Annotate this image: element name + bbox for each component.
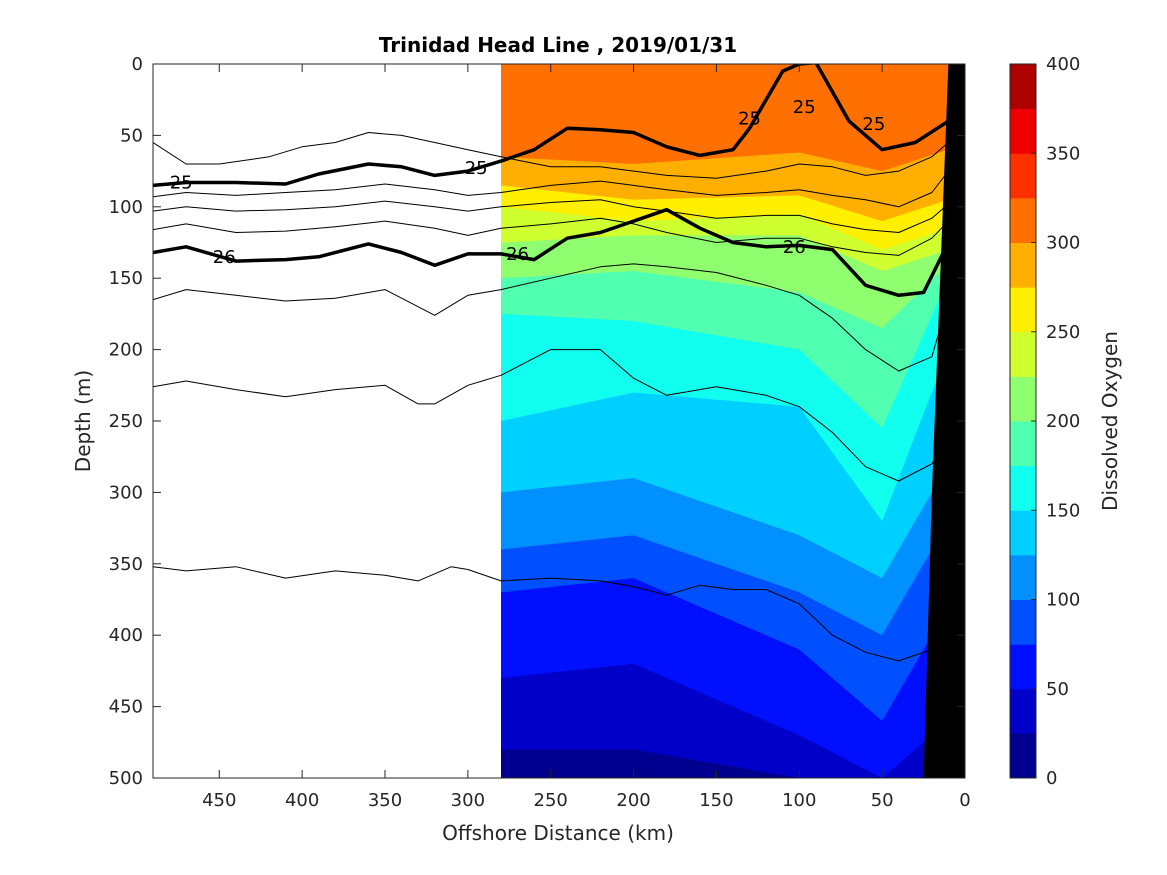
colorbar-segment: [1010, 421, 1036, 467]
x-tick-label: 350: [368, 790, 402, 811]
contour-label: 25: [862, 114, 885, 135]
y-axis-label: Depth (m): [71, 370, 95, 472]
y-tick-label: 300: [109, 482, 143, 503]
y-tick-label: 450: [109, 697, 143, 718]
seafloor: [923, 64, 965, 778]
plot-area: 25 25 25 25 25 26 26 26: [152, 63, 966, 779]
x-tick-label: 50: [871, 790, 894, 811]
colorbar-tick-label: 300: [1046, 233, 1080, 254]
y-tick-label: 100: [109, 197, 143, 218]
colorbar-segment: [1010, 331, 1036, 377]
colorbar-segment: [1010, 644, 1036, 690]
colorbar-segment: [1010, 153, 1036, 199]
contour-label: 25: [793, 97, 816, 118]
colorbar-segment: [1010, 733, 1036, 779]
density-contour: [153, 170, 949, 208]
colorbar-segment: [1010, 376, 1036, 422]
y-tick-label: 200: [109, 340, 143, 361]
colorbar-segment: [1010, 287, 1036, 333]
density-contour: [153, 566, 949, 662]
y-tick-label: 250: [109, 411, 143, 432]
y-tick-label: 350: [109, 554, 143, 575]
x-axis: 450 400 350 300 250 200 150 100 50 0: [202, 64, 971, 811]
colorbar-tick-label: 250: [1046, 322, 1080, 343]
colorbar-tick-label: 150: [1046, 500, 1080, 521]
density-contour-bold: [153, 207, 950, 298]
density-contour: [153, 199, 949, 233]
chart-title: Trinidad Head Line , 2019/01/31: [379, 33, 737, 57]
colorbar-tick-label: 400: [1046, 54, 1080, 75]
contour-label: 25: [465, 158, 488, 179]
contour-label: 26: [506, 244, 529, 265]
x-tick-label: 450: [202, 790, 236, 811]
y-tick-label: 50: [120, 125, 143, 146]
colorbar-label: Dissolved Oxygen: [1098, 331, 1122, 511]
y-tick-label: 500: [109, 768, 143, 789]
density-contour: [153, 217, 949, 256]
colorbar-segment: [1010, 108, 1036, 154]
colorbar-segment: [1010, 554, 1036, 600]
x-tick-label: 0: [959, 790, 970, 811]
contour-labels: 25 25 25 25 25 26 26 26: [170, 97, 886, 268]
colorbar-segment: [1010, 599, 1036, 645]
colorbar-tick-label: 350: [1046, 143, 1080, 164]
contour-label: 26: [783, 237, 806, 258]
x-axis-label: Offshore Distance (km): [442, 821, 674, 845]
x-tick-label: 300: [451, 790, 485, 811]
density-contour-bold: [153, 64, 950, 188]
contour-label: 26: [213, 247, 236, 268]
colorbar-segment: [1010, 688, 1036, 734]
x-tick-label: 200: [616, 790, 650, 811]
colorbar-segment: [1010, 242, 1036, 288]
y-tick-label: 150: [109, 268, 143, 289]
colorbar-segment: [1010, 465, 1036, 511]
contour-label: 25: [738, 108, 761, 129]
density-contour: [153, 263, 949, 372]
x-tick-label: 250: [534, 790, 568, 811]
colorbar-segment: [1010, 197, 1036, 243]
bathymetry: [923, 64, 965, 778]
colorbar-tick-label: 50: [1046, 679, 1069, 700]
density-contours: [153, 64, 950, 662]
colorbar-segment: [1010, 510, 1036, 556]
y-tick-label: 0: [132, 54, 143, 75]
x-tick-label: 100: [782, 790, 816, 811]
contour-label: 25: [170, 173, 193, 194]
x-tick-label: 150: [699, 790, 733, 811]
colorbar-tick-label: 200: [1046, 411, 1080, 432]
oxygen-band: [501, 64, 949, 172]
x-tick-label: 400: [285, 790, 319, 811]
colorbar-tick-label: 100: [1046, 590, 1080, 611]
y-tick-label: 400: [109, 625, 143, 646]
density-contour: [153, 132, 949, 179]
y-axis: 0 50 100 150 200 250 300 350 400 450 500: [109, 54, 965, 789]
colorbar-segment: [1010, 64, 1036, 110]
colorbar-tick-label: 0: [1046, 768, 1057, 789]
colorbar: 0 50 100 150 200 250 300 350 400: [1009, 54, 1080, 789]
density-contour: [153, 349, 949, 482]
